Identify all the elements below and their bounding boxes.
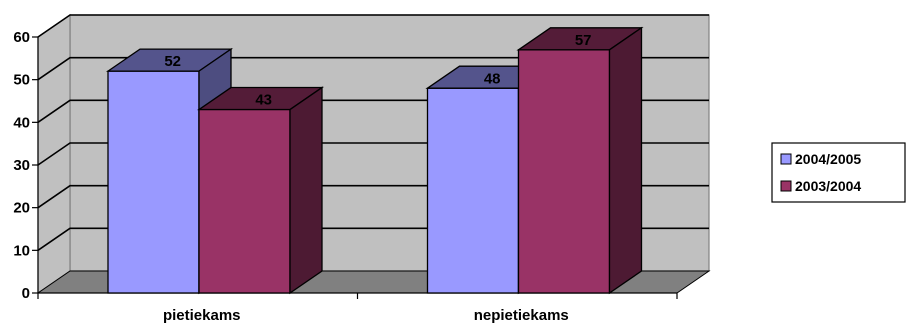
bar-front [517, 49, 611, 294]
legend-label-2003-2004: 2003/2004 [795, 178, 861, 194]
y-tick-label: 20 [13, 200, 30, 217]
y-tick-label: 10 [13, 242, 30, 259]
y-tick-label: 30 [13, 157, 30, 174]
gridline [37, 14, 709, 38]
bar [516, 26, 644, 295]
bar-front [107, 70, 200, 294]
bar-side [608, 26, 643, 295]
legend-label-2004-2005: 2004/2005 [795, 151, 861, 167]
data-label: 57 [575, 32, 592, 49]
y-tick-label: 0 [22, 285, 30, 302]
bars [105, 26, 644, 295]
bar-side [289, 86, 323, 295]
data-label: 43 [255, 92, 272, 109]
bar [196, 86, 325, 295]
gridline [37, 56, 709, 81]
data-label: 48 [484, 70, 501, 87]
y-tick-label: 40 [13, 114, 30, 131]
bar-front [426, 87, 520, 294]
x-axis: pietiekams nepietiekams [37, 292, 678, 324]
bar-front [198, 108, 291, 294]
legend-box [771, 142, 906, 203]
data-labels: 52 43 48 57 [164, 32, 591, 109]
legend-swatch-2004-2005 [780, 153, 792, 165]
x-tick-label: pietiekams [163, 307, 241, 324]
y-axis: 0 10 20 30 40 50 60 [13, 29, 39, 302]
x-tick-label: nepietiekams [474, 307, 569, 324]
data-label: 52 [164, 53, 181, 70]
y-tick-label: 50 [13, 72, 30, 89]
legend: 2004/2005 2003/2004 [771, 142, 906, 203]
legend-swatch-2003-2004 [780, 180, 792, 192]
y-tick-label: 60 [13, 29, 30, 46]
